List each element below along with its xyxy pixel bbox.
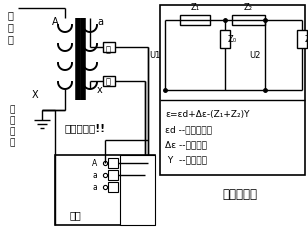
Text: Zb: Zb xyxy=(305,34,308,43)
Text: 第二步测量: 第二步测量 xyxy=(222,188,257,201)
Text: εd --外推点误差: εd --外推点误差 xyxy=(165,125,212,134)
Text: a: a xyxy=(97,17,103,27)
Bar xyxy=(108,158,118,168)
Text: 地: 地 xyxy=(9,139,15,148)
Bar xyxy=(108,182,118,192)
Text: A: A xyxy=(52,17,58,27)
Text: 接: 接 xyxy=(9,116,15,125)
Text: 黑: 黑 xyxy=(106,77,111,86)
Bar xyxy=(232,15,265,25)
Text: Y  --负载导纳: Y --负载导纳 xyxy=(165,155,207,164)
Bar xyxy=(297,30,307,48)
Bar xyxy=(120,155,155,225)
Text: ε=εd+Δε-(Z₁+Z₂)Y: ε=εd+Δε-(Z₁+Z₂)Y xyxy=(165,110,249,119)
Text: 红: 红 xyxy=(106,46,111,55)
Bar xyxy=(180,15,210,25)
Bar xyxy=(108,170,118,180)
Text: A: A xyxy=(92,158,98,167)
Text: U1: U1 xyxy=(150,51,161,60)
Text: 严禁接错线!!: 严禁接错线!! xyxy=(64,123,106,133)
Text: 三: 三 xyxy=(9,106,15,115)
Text: 仪器: 仪器 xyxy=(69,210,81,220)
Text: 接: 接 xyxy=(7,22,13,32)
Bar xyxy=(220,30,230,48)
Text: X: X xyxy=(32,90,38,100)
Bar xyxy=(160,5,305,175)
Text: 不: 不 xyxy=(7,10,13,20)
Text: a: a xyxy=(93,170,97,179)
Bar xyxy=(103,42,115,52)
Text: Δε --误差增量: Δε --误差增量 xyxy=(165,140,207,149)
Bar xyxy=(55,155,155,225)
Bar xyxy=(103,76,115,86)
Text: Z₀: Z₀ xyxy=(228,34,237,43)
Text: U2: U2 xyxy=(249,51,261,60)
Text: Z₁: Z₁ xyxy=(190,3,200,12)
Text: 线: 线 xyxy=(7,34,13,44)
Text: x: x xyxy=(97,85,103,95)
Text: a: a xyxy=(93,182,97,191)
Text: Z₂: Z₂ xyxy=(244,3,253,12)
Text: 大: 大 xyxy=(9,128,15,137)
